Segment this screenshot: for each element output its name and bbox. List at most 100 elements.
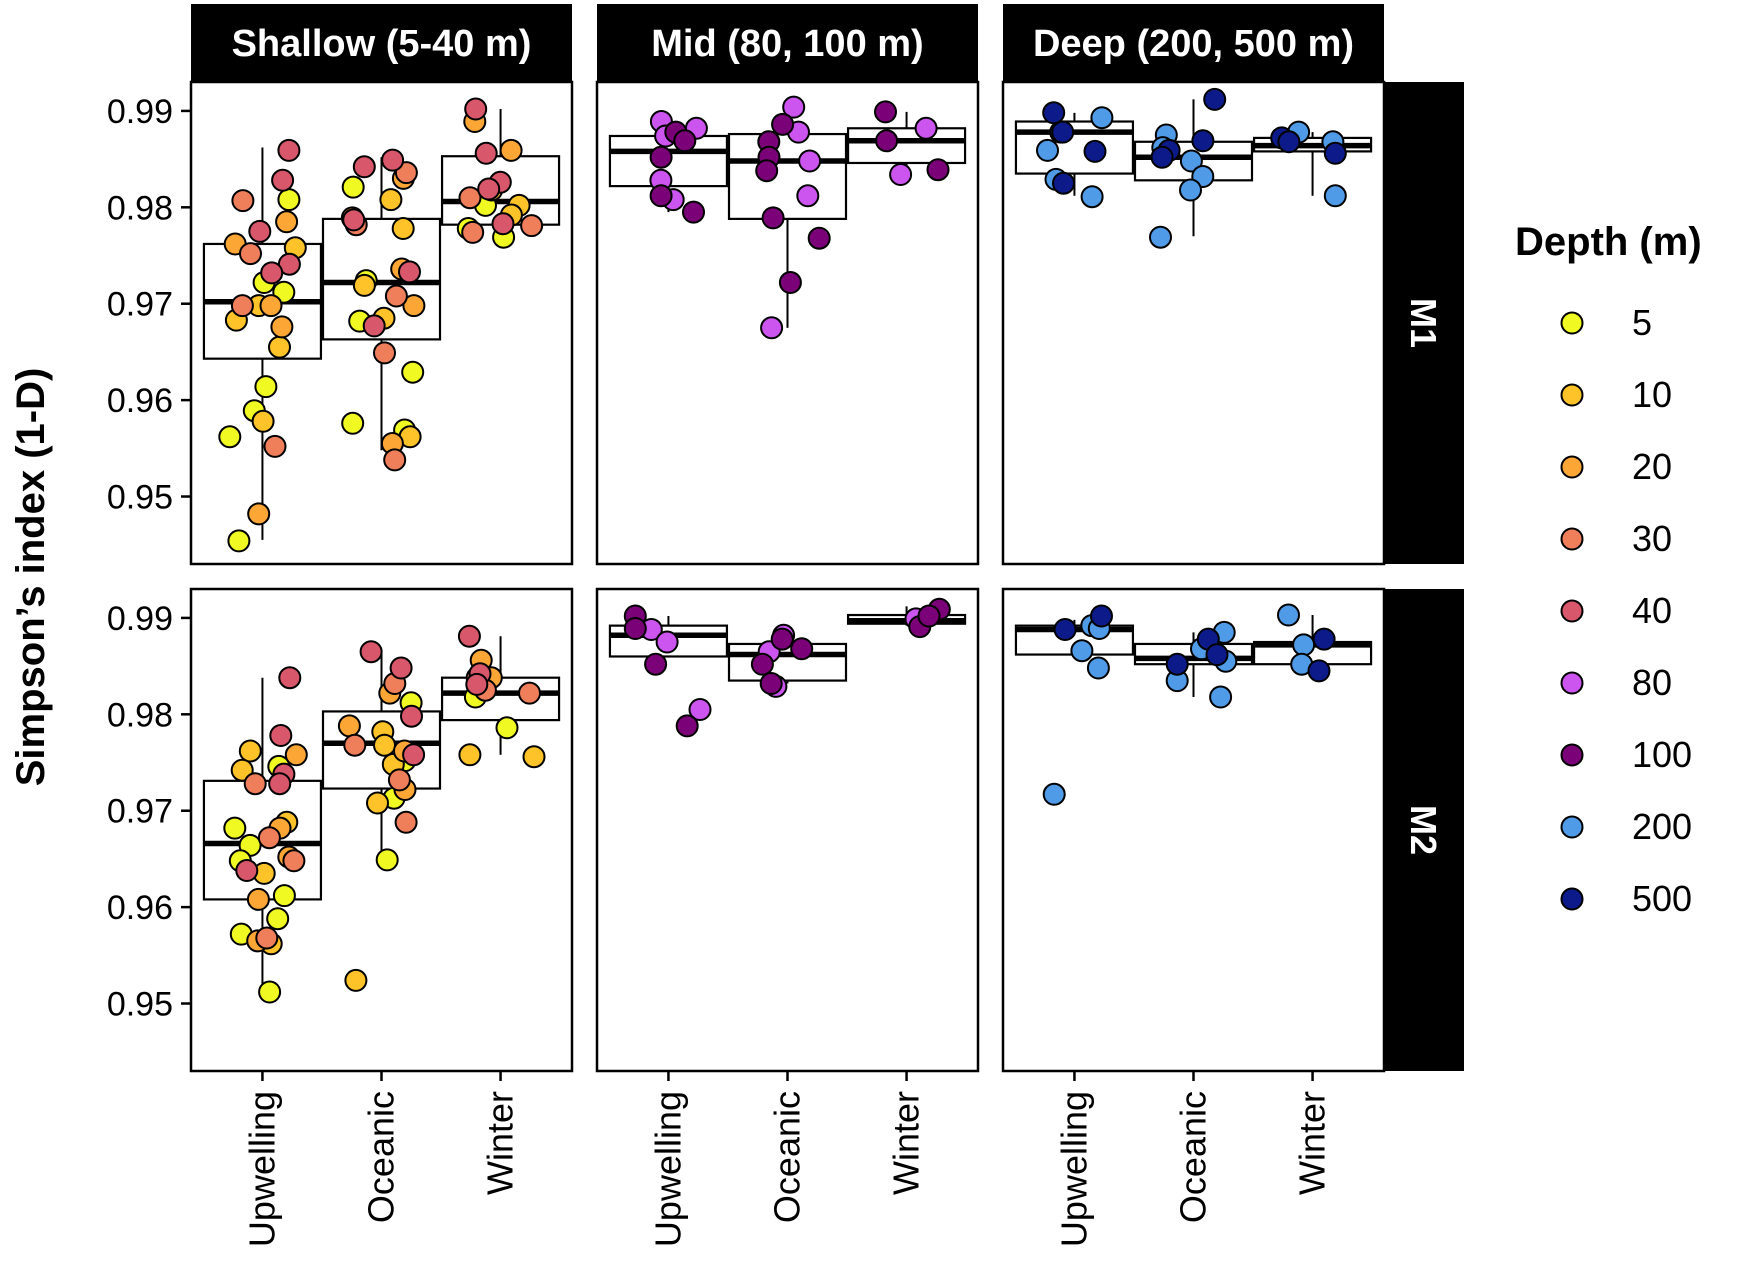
data-point-depth-80 [760, 316, 784, 340]
data-point-depth-40 [271, 168, 295, 192]
data-point-depth-100 [759, 672, 783, 695]
data-point-depth-20 [402, 294, 426, 318]
data-point-depth-5 [258, 980, 282, 1004]
data-point-depth-500 [1083, 139, 1107, 163]
row-strip-m2: M2 [1384, 589, 1464, 1071]
data-point-depth-20 [284, 743, 308, 767]
data-point-depth-40 [491, 212, 515, 236]
box [846, 127, 967, 165]
data-point-depth-40 [278, 666, 302, 690]
data-point-depth-500 [1053, 618, 1077, 641]
group-oceanic [321, 148, 442, 472]
legend-item-10: 10 [1560, 374, 1672, 415]
legend-label: 40 [1632, 590, 1672, 631]
x-tick-label-oceanic: Oceanic [361, 1091, 402, 1223]
data-point-depth-30 [231, 189, 255, 213]
legend-item-80: 80 [1560, 662, 1672, 703]
x-tick-label-upwelling: Upwelling [647, 1091, 688, 1247]
y-tick-label: 0.96 [107, 382, 173, 420]
column-strip-background [1003, 4, 1384, 82]
data-point-depth-40 [362, 314, 386, 338]
legend-swatch [1560, 383, 1584, 407]
data-point-depth-200 [1209, 685, 1233, 709]
data-point-depth-40 [359, 640, 383, 664]
data-point-depth-40 [248, 219, 272, 243]
data-point-depth-100 [875, 129, 899, 153]
data-point-depth-100 [778, 271, 802, 294]
data-point-depth-40 [457, 624, 481, 648]
data-point-depth-200 [1070, 639, 1094, 663]
data-point-depth-10 [251, 409, 275, 433]
data-point-depth-200 [1277, 603, 1300, 627]
legend-swatch [1560, 815, 1584, 839]
data-point-depth-30 [373, 341, 396, 365]
data-point-depth-200 [1036, 138, 1059, 162]
legend-swatch [1560, 887, 1584, 911]
data-point-depth-200 [1179, 149, 1203, 173]
data-point-depth-500 [1052, 171, 1075, 195]
data-point-depth-80 [798, 149, 822, 173]
y-tick-label: 0.95 [107, 986, 173, 1024]
data-point-depth-500 [1090, 604, 1113, 628]
y-tick-label: 0.99 [107, 93, 173, 131]
data-point-depth-20 [337, 714, 361, 738]
data-point-depth-200 [1086, 656, 1110, 680]
group-oceanic [321, 640, 442, 992]
y-axis-layer: 0.95 0.96 0.97 0.98 0.99 0.95 0.96 0.97 0.98 0.99… [9, 93, 191, 1024]
data-point-depth-40 [389, 656, 413, 680]
data-point-depth-20 [246, 887, 270, 911]
legend: Depth (m) 5 10 20 30 40 80 100 200 500 [1515, 220, 1702, 919]
data-point-depth-20 [499, 138, 523, 162]
data-point-depth-30 [282, 849, 306, 873]
x-tick-label-upwelling: Upwelling [241, 1091, 282, 1247]
data-point-depth-100 [926, 158, 950, 182]
column-strip-shallow-5-40-m: Shallow (5-40 m) [191, 4, 572, 82]
group-winter [440, 624, 561, 769]
data-point-depth-30 [230, 294, 254, 318]
x-tick-label-winter: Winter [886, 1091, 927, 1195]
group-oceanic [1133, 620, 1254, 709]
y-tick-label: 0.96 [107, 889, 173, 927]
data-point-depth-30 [520, 214, 544, 238]
data-point-depth-100 [755, 159, 779, 183]
data-point-depth-5 [266, 907, 290, 931]
data-point-depth-40 [400, 704, 423, 728]
box [1014, 120, 1135, 175]
x-tick-label-winter: Winter [1292, 1091, 1333, 1195]
panel-m2-shallow-5-40-m [189, 587, 574, 1073]
data-point-depth-500 [1042, 101, 1066, 125]
x-axis-mid-80-100-m: Upwelling Oceanic Winter [647, 1071, 927, 1247]
panel-m1-deep-200-500-m [1001, 80, 1386, 566]
data-point-depth-500 [1191, 129, 1215, 153]
group-winter [846, 597, 967, 639]
data-point-depth-80 [655, 630, 679, 654]
y-axis-title: Simpson’s index (1-D) [9, 368, 53, 787]
panel-m1-mid-80-100-m [595, 80, 980, 566]
row-strip-background [1384, 589, 1464, 1071]
data-point-depth-5 [341, 411, 365, 435]
data-point-depth-100 [750, 652, 774, 676]
x-tick-label-upwelling: Upwelling [1053, 1091, 1094, 1247]
data-point-depth-500 [1150, 145, 1174, 169]
group-oceanic [727, 623, 848, 698]
data-point-depth-40 [235, 859, 259, 882]
x-tick-label-oceanic: Oceanic [767, 1091, 808, 1223]
data-point-depth-80 [796, 184, 820, 208]
y-axis-m2: 0.95 0.96 0.97 0.98 0.99 [107, 600, 191, 1024]
legend-swatch [1560, 671, 1584, 695]
y-tick-label: 0.97 [107, 793, 173, 831]
data-point-depth-100 [623, 617, 647, 640]
data-point-depth-5 [223, 816, 247, 840]
y-tick-label: 0.95 [107, 479, 173, 517]
data-point-depth-5 [401, 360, 425, 384]
legend-item-20: 20 [1560, 446, 1672, 487]
data-point-depth-10 [379, 188, 403, 212]
legend-item-500: 500 [1560, 878, 1692, 919]
data-point-depth-5 [227, 529, 251, 553]
data-point-depth-5 [375, 848, 399, 872]
x-tick-label-winter: Winter [480, 1091, 521, 1195]
data-point-depth-500 [1307, 659, 1331, 683]
legend-item-30: 30 [1560, 518, 1672, 559]
data-point-depth-10 [458, 743, 482, 767]
